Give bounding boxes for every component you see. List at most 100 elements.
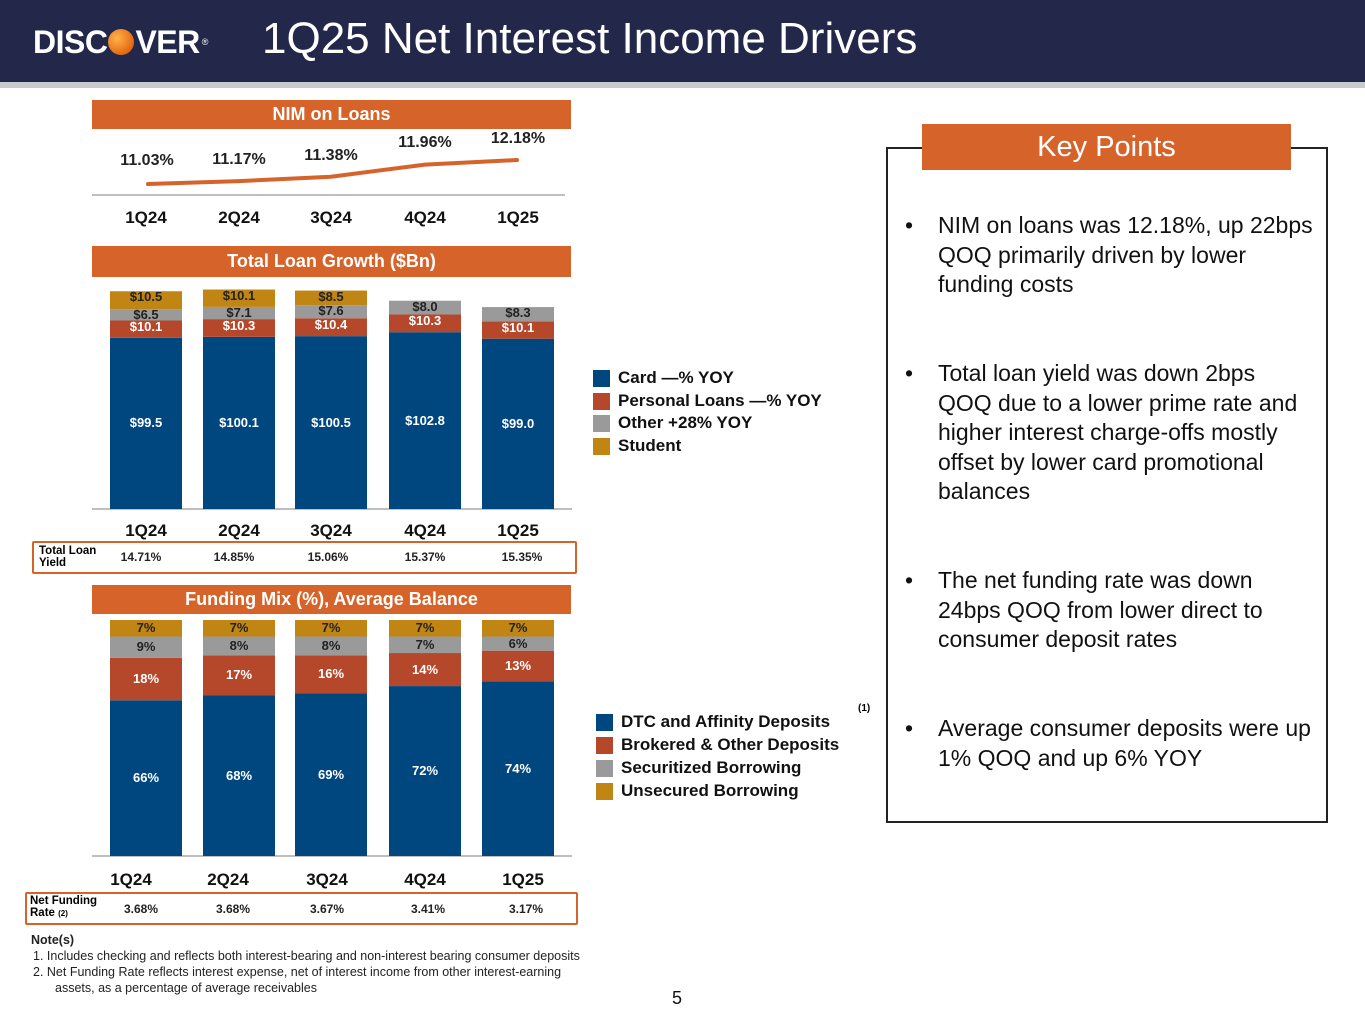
loan-bar-personal	[389, 314, 461, 333]
legend-securitized-label: Securitized Borrowing	[621, 758, 802, 777]
legend-securitized: Securitized Borrowing	[596, 758, 801, 778]
loan-bar-personal-label: $10.3	[408, 313, 442, 329]
fund-bar-brokered-label: 13%	[504, 658, 532, 674]
loan-bar-card	[482, 338, 554, 509]
fund-bar-dtc-label: 69%	[317, 766, 345, 782]
loan-yield-value: 14.85%	[213, 550, 255, 564]
funding-rate-label-text: Net Funding Rate	[30, 895, 98, 919]
legend-card-label: Card —% YOY	[618, 368, 734, 387]
nim-quarter-label: 2Q24	[218, 208, 260, 227]
logo-orange-dot-icon	[108, 29, 135, 55]
loan-bar-card-label: $99.0	[501, 415, 535, 431]
fund-bar-securitized-label: 8%	[229, 637, 249, 653]
loan-bar-card-label: $99.5	[129, 415, 163, 431]
funding-quarter-label: 3Q24	[306, 870, 348, 889]
loan-bar-personal-label: $10.1	[501, 320, 535, 336]
legend-other: Other +28% YOY	[593, 413, 752, 433]
loan-bar-student	[110, 291, 182, 310]
legend-card: Card —% YOY	[593, 368, 734, 388]
fund-bar-dtc-label: 72%	[411, 763, 439, 779]
legend-brokered-label: Brokered & Other Deposits	[621, 735, 840, 754]
loan-bar-other	[110, 309, 182, 321]
loan-bar-student	[203, 289, 275, 307]
legend-personal-swatch	[593, 392, 610, 410]
fund-bar-unsecured-label: 7%	[229, 620, 249, 636]
loan-yield-value: 14.71%	[120, 550, 162, 564]
loan-growth-title-band: Total Loan Growth ($Bn)	[92, 246, 571, 277]
loan-bar-student-label: $10.1	[222, 287, 256, 303]
nim-quarter-label: 1Q25	[497, 208, 539, 227]
logo-tm: ®	[201, 37, 209, 47]
footnotes: Note(s) 1. Includes checking and reflect…	[31, 932, 591, 996]
fund-bar-dtc	[295, 693, 367, 856]
nim-quarter-label: 3Q24	[310, 208, 352, 227]
bullet-dot-icon: •	[905, 715, 914, 741]
fund-bar-dtc-label: 74%	[504, 760, 532, 776]
fund-bar-brokered	[482, 650, 554, 682]
nim-value-label: 11.96%	[398, 134, 452, 151]
loan-bar-personal	[295, 318, 367, 337]
key-point-2-text: Total loan yield was down 2bps QOQ due t…	[938, 360, 1298, 504]
funding-quarter-label: 1Q24	[110, 870, 152, 889]
funding-rate-value: 3.67%	[309, 902, 345, 916]
legend-dtc: DTC and Affinity Deposits	[596, 712, 830, 732]
key-point-4-text: Average consumer deposits were up 1% QOQ…	[938, 715, 1311, 771]
fund-bar-unsecured-label: 7%	[136, 620, 156, 636]
fund-bar-brokered	[110, 657, 182, 701]
legend-brokered-swatch	[596, 736, 613, 754]
loan-quarter-label: 1Q24	[125, 521, 167, 540]
loan-bar-other	[295, 305, 367, 319]
nim-title-band: NIM on Loans	[92, 100, 571, 129]
fund-bar-brokered	[389, 653, 461, 687]
funding-quarter-label: 1Q25	[502, 870, 544, 889]
loan-bar-student-label: $8.5	[318, 288, 344, 304]
page-title: 1Q25 Net Interest Income Drivers	[262, 14, 918, 63]
fund-bar-unsecured	[295, 620, 367, 637]
loan-bar-card-label: $100.5	[311, 414, 351, 430]
legend-unsecured-label: Unsecured Borrowing	[621, 781, 799, 800]
loan-yield-label: Total Loan Yield	[39, 545, 97, 569]
legend-securitized-swatch	[596, 759, 613, 777]
loan-bar-other	[389, 300, 461, 315]
key-point-1-text: NIM on loans was 12.18%, up 22bps QOQ pr…	[938, 212, 1313, 297]
loan-bar-personal-label: $10.3	[222, 318, 256, 334]
loan-bar-student	[295, 290, 367, 306]
loan-yield-value: 15.35%	[501, 550, 543, 564]
funding-rate-value: 3.41%	[410, 902, 446, 916]
fund-bar-securitized-label: 6%	[508, 635, 528, 651]
loan-bar-personal-label: $10.4	[314, 317, 348, 333]
fund-bar-unsecured-label: 7%	[321, 620, 341, 636]
loan-bar-student-label: $10.5	[129, 289, 163, 305]
legend-card-swatch	[593, 369, 610, 387]
nim-quarter-label: 1Q24	[125, 208, 167, 227]
loan-yield-value: 15.37%	[404, 550, 446, 564]
bullet-dot-icon: •	[905, 212, 914, 238]
page-number: 5	[672, 988, 683, 1008]
fund-bar-brokered-label: 18%	[132, 671, 160, 686]
funding-mix-chart	[92, 620, 572, 857]
loan-bar-other-label: $8.3	[505, 305, 531, 321]
loan-bar-card-label: $102.8	[405, 412, 445, 428]
fund-bar-securitized-label: 8%	[321, 637, 341, 653]
loan-yield-value: 15.06%	[307, 550, 349, 564]
funding-rate-value: 3.68%	[215, 902, 251, 916]
funding-rate-label: Net Funding Rate (2)	[30, 895, 112, 920]
legend-unsecured-swatch	[596, 782, 613, 800]
nim-series-line	[146, 158, 519, 186]
loan-quarter-label: 1Q25	[497, 521, 539, 540]
fund-bar-unsecured	[110, 620, 182, 637]
loan-yield-box	[32, 541, 577, 574]
legend-student-swatch	[593, 437, 610, 455]
nim-value-label: 11.03%	[120, 152, 174, 169]
funding-rate-value: 3.68%	[123, 902, 159, 916]
fund-bar-securitized	[110, 636, 182, 658]
note-1: 1. Includes checking and reflects both i…	[33, 949, 580, 963]
funding-rate-box	[25, 892, 578, 925]
fund-bar-unsecured-label: 7%	[508, 620, 528, 636]
loan-growth-chart	[92, 289, 572, 510]
loan-bar-other-label: $8.0	[412, 298, 438, 314]
fund-bar-dtc	[203, 695, 275, 856]
fund-bar-dtc	[389, 686, 461, 856]
fund-bar-brokered-label: 16%	[317, 666, 345, 682]
loan-bar-other-label: $7.1	[226, 304, 252, 320]
